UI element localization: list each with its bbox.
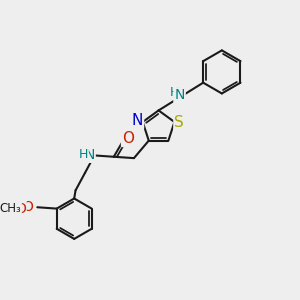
Text: N: N xyxy=(174,88,185,102)
Text: N: N xyxy=(84,148,95,162)
Text: H: H xyxy=(78,148,88,161)
Text: O: O xyxy=(22,200,33,214)
Text: H: H xyxy=(169,86,179,99)
Text: S: S xyxy=(174,115,184,130)
Text: O: O xyxy=(15,202,26,216)
Text: N: N xyxy=(132,113,143,128)
Text: CH₃: CH₃ xyxy=(0,202,21,215)
Text: O: O xyxy=(122,131,134,146)
